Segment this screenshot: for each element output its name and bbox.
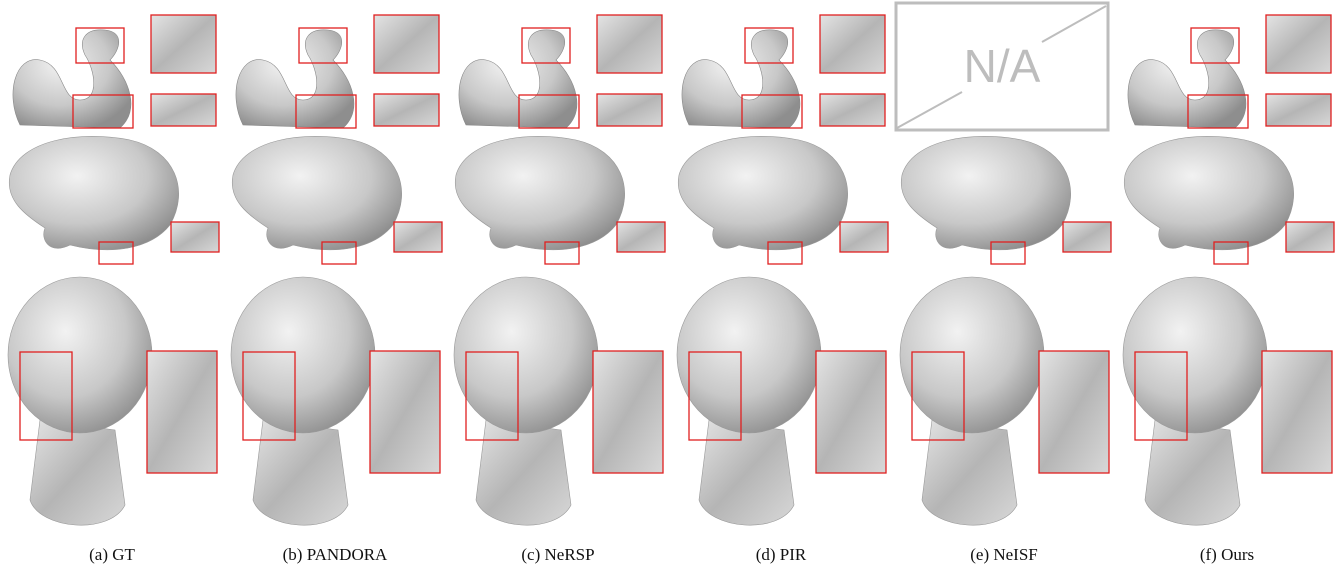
page: (a) GT (b) PANDORA (c) NeRSP (d) PIR N/A (e) …	[0, 0, 1340, 574]
inset-zoom	[374, 15, 439, 73]
bust-neck	[922, 420, 1017, 525]
bust-head	[900, 277, 1044, 433]
inset-zoom	[394, 222, 442, 252]
inset-zoom	[617, 222, 665, 252]
dragon-render	[236, 30, 354, 128]
bust-head	[1123, 277, 1267, 433]
inset-zoom	[151, 94, 216, 126]
hedgehog-render	[901, 136, 1070, 250]
inset-zoom	[1266, 94, 1331, 126]
caption: (f) Ours	[1200, 545, 1254, 564]
hedgehog-render	[232, 136, 401, 250]
bust-neck	[699, 420, 794, 525]
dragon-render	[459, 30, 577, 128]
inset-zoom	[147, 351, 217, 473]
inset-zoom	[597, 15, 662, 73]
hedgehog-render	[9, 136, 178, 250]
inset-zoom	[1063, 222, 1111, 252]
missing-label: N/A	[964, 40, 1041, 92]
missing-slash	[897, 92, 962, 128]
bust-neck	[30, 420, 125, 525]
bust-neck	[1145, 420, 1240, 525]
caption: (c) NeRSP	[521, 545, 594, 564]
inset-zoom	[370, 351, 440, 473]
bust-neck	[476, 420, 571, 525]
dragon-render	[13, 30, 131, 128]
hedgehog-render	[678, 136, 847, 250]
bust-head	[677, 277, 821, 433]
inset-zoom	[374, 94, 439, 126]
inset-zoom	[597, 94, 662, 126]
bust-neck	[253, 420, 348, 525]
inset-zoom	[171, 222, 219, 252]
bust-head	[231, 277, 375, 433]
hedgehog-render	[455, 136, 624, 250]
caption: (e) NeISF	[970, 545, 1038, 564]
inset-zoom	[820, 15, 885, 73]
inset-zoom	[151, 15, 216, 73]
inset-zoom	[1039, 351, 1109, 473]
bust-head	[454, 277, 598, 433]
bust-head	[8, 277, 152, 433]
caption: (b) PANDORA	[283, 545, 388, 564]
hedgehog-render	[1124, 136, 1293, 250]
dragon-render	[682, 30, 800, 128]
caption: (d) PIR	[756, 545, 807, 564]
inset-zoom	[1266, 15, 1331, 73]
inset-zoom	[820, 94, 885, 126]
inset-zoom	[1262, 351, 1332, 473]
missing-slash	[1042, 6, 1106, 42]
inset-zoom	[816, 351, 886, 473]
figure: (a) GT (b) PANDORA (c) NeRSP (d) PIR N/A (e) …	[0, 0, 1340, 574]
inset-zoom	[1286, 222, 1334, 252]
caption: (a) GT	[89, 545, 135, 564]
inset-zoom	[840, 222, 888, 252]
inset-zoom	[593, 351, 663, 473]
dragon-render	[1128, 30, 1246, 128]
